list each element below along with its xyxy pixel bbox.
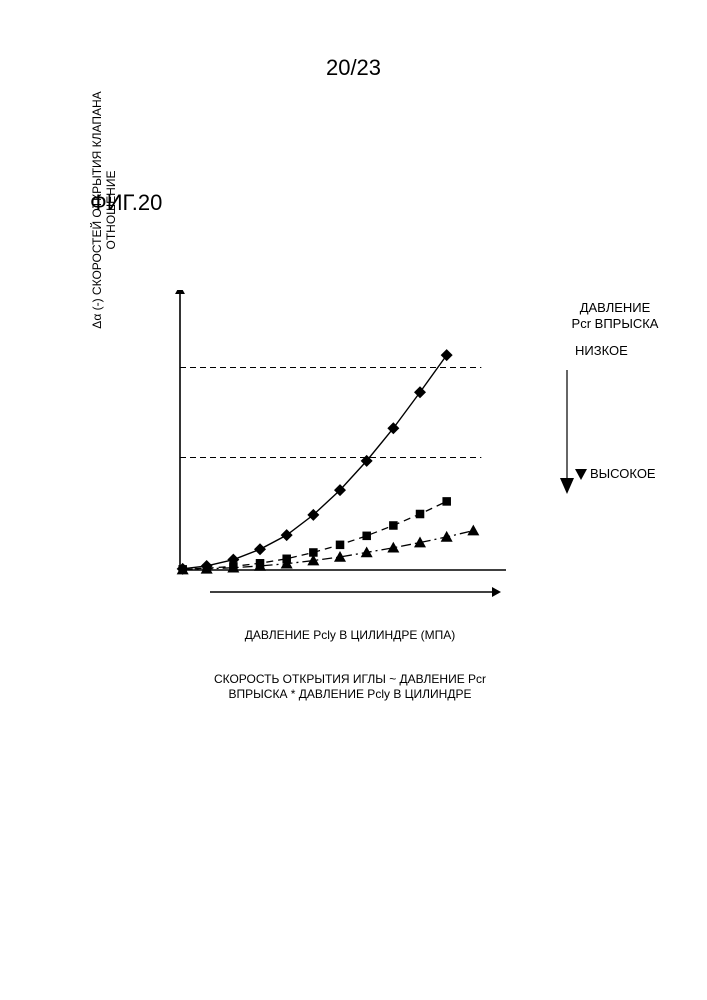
y-axis-label: Δα (-) СКОРОСТЕЙ ОТКРЫТИЯ КЛАПАНА ОТНОШЕ… (90, 80, 119, 340)
side-high-text: ВЫСОКОЕ (590, 466, 656, 481)
side-high-label: ВЫСОКОЕ (575, 466, 690, 481)
page: 20/23 ФИГ.20 Δα (-) СКОРОСТЕЙ ОТКРЫТИЯ К… (0, 0, 707, 1000)
caption-line2: ВПРЫСКА * ДАВЛЕНИЕ Pcly В ЦИЛИНДРЕ (229, 687, 472, 701)
y-axis-label-line1: ОТНОШЕНИЕ (104, 171, 118, 250)
side-low-label: НИЗКОЕ (575, 343, 690, 358)
x-axis-label: ДАВЛЕНИЕ Pcly В ЦИЛИНДРЕ (МПА) (180, 628, 520, 642)
side-title-line2: Pcr ВПРЫСКА (572, 316, 659, 331)
chart-caption: СКОРОСТЬ ОТКРЫТИЯ ИГЛЫ ~ ДАВЛЕНИЕ Pcr ВП… (170, 672, 530, 702)
y-axis-label-line2: Δα (-) СКОРОСТЕЙ ОТКРЫТИЯ КЛАПАНА (90, 91, 104, 328)
side-annotation: ДАВЛЕНИЕ Pcr ВПРЫСКА НИЗКОЕ ВЫСОКОЕ (540, 300, 690, 481)
caption-line1: СКОРОСТЬ ОТКРЫТИЯ ИГЛЫ ~ ДАВЛЕНИЕ Pcr (214, 672, 486, 686)
pressure-arrow-icon (552, 368, 582, 496)
side-title-line1: ДАВЛЕНИЕ (580, 300, 651, 315)
side-title: ДАВЛЕНИЕ Pcr ВПРЫСКА (540, 300, 690, 331)
page-number: 20/23 (0, 55, 707, 81)
